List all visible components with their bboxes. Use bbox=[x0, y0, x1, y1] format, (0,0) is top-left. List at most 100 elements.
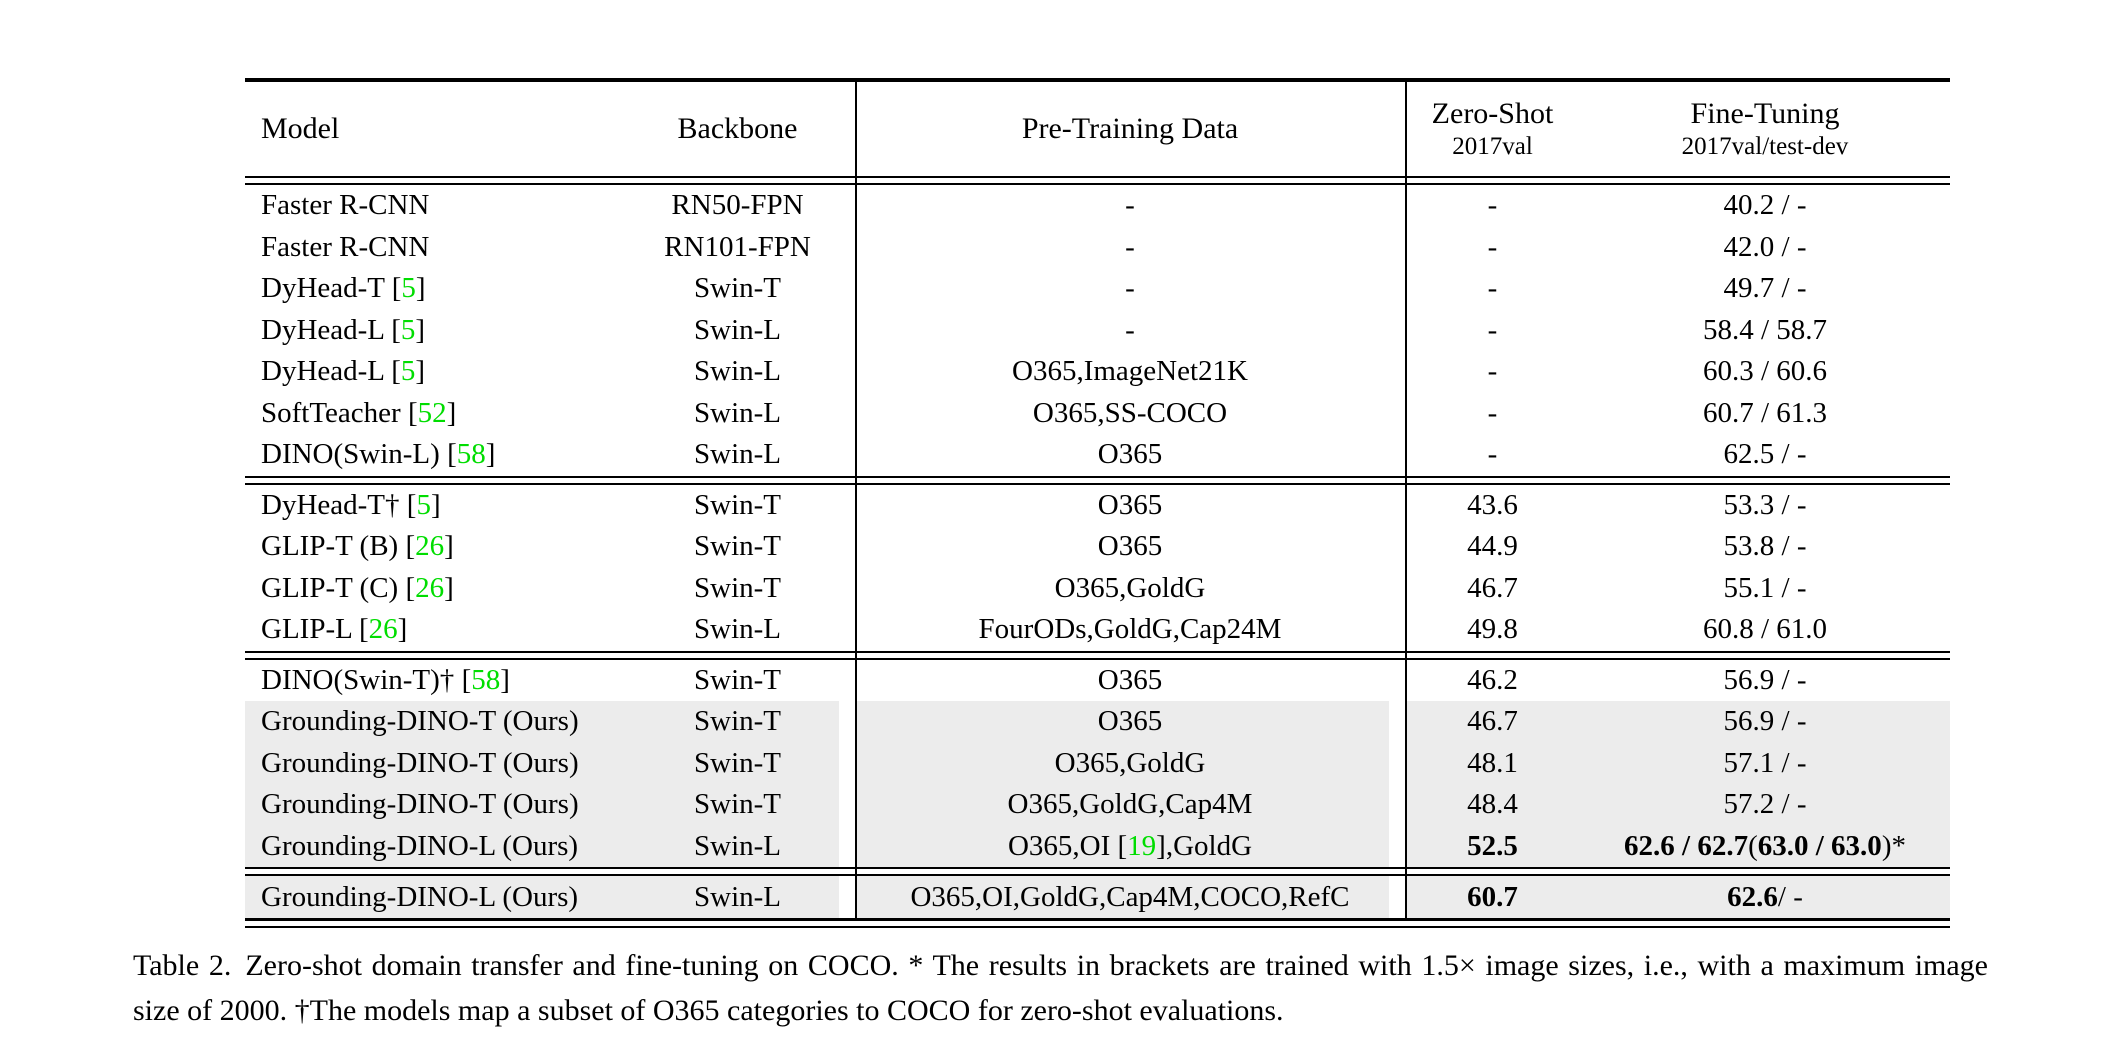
cell-zeroshot-ap: 46.7 bbox=[1405, 701, 1580, 743]
cell-backbone: Swin-T bbox=[694, 571, 781, 604]
cell-pretraining-data: - bbox=[1125, 189, 1135, 222]
cell-finetuning-ap: 62.5 / - bbox=[1723, 438, 1807, 471]
cell-model: Grounding-DINO-L (Ours) bbox=[245, 876, 620, 918]
block-separator-rule bbox=[245, 650, 1950, 660]
citation-number[interactable]: 58 bbox=[456, 438, 486, 471]
cell-backbone: Swin-L bbox=[694, 396, 781, 429]
table-row: Grounding-DINO-T (Ours) Swin-T O365 46.7 56.… bbox=[245, 701, 1950, 743]
cell-backbone: Swin-T bbox=[620, 701, 855, 743]
cell-backbone: Swin-L bbox=[694, 613, 781, 646]
table-top-rule bbox=[245, 78, 1950, 82]
cell-pretraining-data: O365 bbox=[1097, 530, 1163, 563]
cell-finetuning-ap: 53.8 / - bbox=[1723, 530, 1807, 563]
cell-finetuning-ap: 62.6 / 62.7 (63.0 / 63.0)* bbox=[1580, 825, 1950, 867]
cell-zeroshot-ap: - bbox=[1487, 230, 1498, 263]
citation-number[interactable]: 26 bbox=[415, 530, 445, 563]
cell-finetuning-ap: 53.3 / - bbox=[1723, 488, 1807, 521]
cell-zeroshot-ap: - bbox=[1487, 355, 1498, 388]
cell-backbone: Swin-L bbox=[694, 313, 781, 346]
cell-zeroshot-ap: 60.7 bbox=[1405, 876, 1580, 918]
table-row: Grounding-DINO-T (Ours) Swin-T O365,GoldG 4… bbox=[245, 742, 1950, 784]
cell-zeroshot-ap: 48.4 bbox=[1405, 784, 1580, 826]
cell-pretraining-data: O365 bbox=[1097, 663, 1163, 696]
cell-pretraining-data: - bbox=[1125, 272, 1135, 305]
col-header-pretraining: Pre-Training Data bbox=[1021, 112, 1239, 145]
cell-backbone: Swin-L bbox=[694, 438, 781, 471]
table-row: Grounding-DINO-L (Ours) Swin-L O365,OI [19… bbox=[245, 825, 1950, 867]
cell-model: DyHead-T [5] bbox=[261, 272, 426, 305]
column-divider-backbone-pretraining bbox=[855, 82, 857, 918]
citation-number[interactable]: 5 bbox=[401, 272, 416, 305]
table-caption: Table 2. Zero-shot domain transfer and fi… bbox=[133, 943, 1988, 1033]
cell-finetuning-ap: 57.2 / - bbox=[1580, 784, 1950, 826]
table-row: GLIP-T (B) [26] Swin-T O365 44.9 53.8 / - bbox=[245, 526, 1950, 568]
col-header-backbone: Backbone bbox=[677, 112, 798, 145]
table-row: SoftTeacher [52] Swin-L O365,SS-COCO - 60.7 … bbox=[245, 393, 1950, 435]
col-header-finetuning: Fine-Tuning 2017val/test-dev bbox=[1580, 82, 1950, 176]
cell-backbone: Swin-T bbox=[694, 272, 781, 305]
citation-number[interactable]: 52 bbox=[417, 396, 447, 429]
table-row: DyHead-T† [5] Swin-T O365 43.6 53.3 / - bbox=[245, 485, 1950, 527]
cell-zeroshot-ap: 43.6 bbox=[1467, 488, 1518, 521]
cell-backbone: Swin-T bbox=[694, 488, 781, 521]
citation-number[interactable]: 5 bbox=[400, 355, 416, 388]
cell-model: DINO(Swin-L) [58] bbox=[261, 438, 496, 471]
cell-pretraining-data: O365,SS-COCO bbox=[1032, 396, 1228, 429]
table-row: DyHead-T [5] Swin-T - - 49.7 / - bbox=[245, 268, 1950, 310]
cell-model: Grounding-DINO-T (Ours) bbox=[245, 701, 620, 743]
cell-pretraining-data: O365 bbox=[1097, 438, 1163, 471]
cell-finetuning-ap: 40.2 / - bbox=[1723, 189, 1807, 222]
cell-zeroshot-ap: 48.1 bbox=[1405, 742, 1580, 784]
block-separator-rule bbox=[245, 867, 1950, 876]
cell-model: GLIP-T (B) [26] bbox=[261, 530, 454, 563]
cell-zeroshot-ap: 44.9 bbox=[1467, 530, 1518, 563]
cell-model: Faster R-CNN bbox=[261, 189, 430, 222]
cell-model: Grounding-DINO-L (Ours) bbox=[245, 825, 620, 867]
citation-number[interactable]: 5 bbox=[400, 313, 416, 346]
cell-finetuning-ap: 60.3 / 60.6 bbox=[1702, 355, 1828, 388]
citation-number[interactable]: 26 bbox=[415, 571, 445, 604]
cell-backbone: RN50-FPN bbox=[671, 189, 804, 222]
citation-number[interactable]: 5 bbox=[416, 488, 431, 521]
table-bottom-rule bbox=[245, 918, 1950, 928]
cell-zeroshot-ap: 52.5 bbox=[1405, 825, 1580, 867]
table-row: DyHead-L [5] Swin-L - - 58.4 / 58.7 bbox=[245, 310, 1950, 352]
cell-finetuning-ap: 58.4 / 58.7 bbox=[1702, 313, 1828, 346]
cell-model: DyHead-L [5] bbox=[261, 355, 426, 388]
cell-zeroshot-ap: - bbox=[1487, 438, 1498, 471]
cell-backbone: Swin-L bbox=[620, 876, 855, 918]
cell-model: SoftTeacher [52] bbox=[261, 396, 457, 429]
cell-finetuning-ap: 56.9 / - bbox=[1723, 663, 1807, 696]
citation-number[interactable]: 58 bbox=[471, 663, 501, 696]
cell-model: Grounding-DINO-T (Ours) bbox=[245, 742, 620, 784]
cell-pretraining-data: - bbox=[1125, 313, 1135, 346]
cell-finetuning-ap: 57.1 / - bbox=[1580, 742, 1950, 784]
block-separator-rule bbox=[245, 475, 1950, 485]
cell-model: Faster R-CNN bbox=[261, 230, 430, 263]
cell-pretraining-data: O365,OI,GoldG,Cap4M,COCO,RefC bbox=[855, 876, 1405, 918]
table-row: Grounding-DINO-T (Ours) Swin-T O365,GoldG,… bbox=[245, 784, 1950, 826]
col-header-zeroshot-title: Zero-Shot bbox=[1431, 97, 1554, 130]
cell-zeroshot-ap: 46.7 bbox=[1467, 571, 1518, 604]
cell-finetuning-ap: 56.9 / - bbox=[1580, 701, 1950, 743]
column-divider-pretraining-zeroshot bbox=[1405, 82, 1407, 918]
cell-backbone: Swin-L bbox=[694, 355, 781, 388]
cell-model: Grounding-DINO-T (Ours) bbox=[245, 784, 620, 826]
cell-backbone: Swin-T bbox=[620, 784, 855, 826]
cell-finetuning-ap: 60.8 / 61.0 bbox=[1702, 613, 1828, 646]
citation-number[interactable]: 19 bbox=[1127, 829, 1157, 862]
results-table: Model Backbone Pre-Training Data Zero-Sh… bbox=[245, 78, 1950, 928]
cell-pretraining-data: - bbox=[1125, 230, 1135, 263]
table-row: GLIP-T (C) [26] Swin-T O365,GoldG 46.7 55.1 … bbox=[245, 568, 1950, 610]
table-row: Faster R-CNN RN50-FPN - - 40.2 / - bbox=[245, 185, 1950, 227]
cell-pretraining-data: O365,ImageNet21K bbox=[1012, 355, 1248, 388]
cell-model: DyHead-L [5] bbox=[261, 313, 426, 346]
cell-zeroshot-ap: 46.2 bbox=[1467, 663, 1518, 696]
col-header-zeroshot: Zero-Shot 2017val bbox=[1405, 82, 1580, 176]
caption-text: Zero-shot domain transfer and fine-tunin… bbox=[133, 949, 1989, 1027]
cell-pretraining-data: O365 bbox=[1097, 488, 1163, 521]
table-row: Faster R-CNN RN101-FPN - - 42.0 / - bbox=[245, 227, 1950, 269]
header-separator-rule bbox=[245, 176, 1950, 185]
citation-number[interactable]: 26 bbox=[368, 613, 398, 646]
